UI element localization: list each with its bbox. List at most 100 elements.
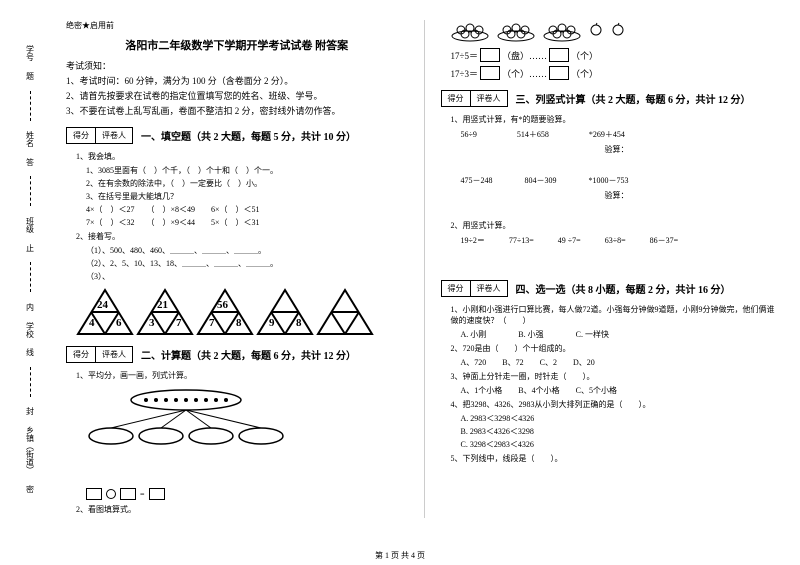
svg-text:7: 7 <box>209 317 215 329</box>
section2-title: 二、计算题（共 2 大题，每题 6 分，共计 12 分） <box>141 347 356 362</box>
score-cell: 得分 <box>442 91 471 106</box>
option-a: A. 2983＜3298＜4326 <box>461 413 783 424</box>
section4-title: 四、选一选（共 8 小题，每题 2 分，共计 16 分） <box>516 281 731 296</box>
equation-row: 17÷3＝ （个）…… （个） <box>451 66 783 80</box>
triangle-icon: 9 8 <box>256 288 314 336</box>
score-cell: 得分 <box>67 128 96 143</box>
binding-column: 学号 题 姓名 答 班级 止 内 学校 线 封 乡镇（街道） 密 <box>10 20 50 518</box>
eq-unit: （盘）…… <box>502 49 547 62</box>
score-box: 得分 评卷人 <box>66 346 133 363</box>
answer-box <box>549 48 569 62</box>
calc-row: 475－248 804－309 *1000－753 <box>461 175 783 186</box>
triangle-icon: 7 8 56 <box>196 288 254 336</box>
question: 2、看图填算式。 <box>76 504 408 515</box>
binding-line <box>30 262 31 292</box>
calc-row: 56÷9 514＋658 *269＋454 <box>461 129 783 140</box>
options: A. 小刚 B. 小强 C. 一样快 <box>461 329 783 340</box>
triangle-icon: 4 6 24 <box>76 288 134 336</box>
reviewer-cell: 评卷人 <box>471 91 507 106</box>
answer-box <box>149 488 165 500</box>
binding-char: 线 <box>25 348 36 356</box>
svg-text:21: 21 <box>157 299 168 311</box>
equation-row: 17÷5＝ （盘）…… （个） <box>451 48 783 62</box>
binding-label: 乡镇（街道） <box>25 426 36 474</box>
apple-icon <box>611 22 625 36</box>
plate-icon <box>497 22 535 42</box>
binding-label: 姓名 <box>25 131 36 147</box>
calc-check: 验算： <box>461 190 783 201</box>
score-cell: 得分 <box>67 347 96 362</box>
eq-unit: （个） <box>571 49 598 62</box>
plates-diagram <box>451 22 783 42</box>
question: 5、下列线中，线段是（ ）。 <box>451 453 783 464</box>
page-footer: 第 1 页 共 4 页 <box>0 550 800 561</box>
svg-text:56: 56 <box>217 299 229 311</box>
binding-label: 学号 <box>25 45 36 61</box>
svg-text:24: 24 <box>97 299 109 311</box>
triangle-row: 4 6 24 3 7 21 7 8 56 9 8 <box>76 288 408 336</box>
svg-text:8: 8 <box>296 317 302 329</box>
binding-char: 止 <box>25 244 36 252</box>
binding-char: 封 <box>25 407 36 415</box>
question: 1、用竖式计算，有*的题要验算。 <box>451 114 783 125</box>
subquestion: 7×（ ）＜32 （ ）×9＜44 5×（ ）＜31 <box>86 217 408 228</box>
question: 3、钟面上分针走一圈，时针走（ ）。 <box>451 371 783 382</box>
answer-box <box>480 48 500 62</box>
score-box: 得分 评卷人 <box>66 127 133 144</box>
question: 2、720是由（ ）个十组成的。 <box>451 343 783 354</box>
reviewer-cell: 评卷人 <box>471 281 507 296</box>
binding-char: 题 <box>25 72 36 80</box>
equation-boxes: = <box>86 488 408 500</box>
option-b: B. 2983＜4326＜3298 <box>461 426 783 437</box>
svg-text:3: 3 <box>149 317 155 329</box>
eq-unit: （个）…… <box>502 67 547 80</box>
binding-char: 内 <box>25 303 36 311</box>
calc-row: 19÷2＝ 77÷13= 49 ÷7= 63÷8= 86－37= <box>461 235 783 246</box>
svg-text:7: 7 <box>176 317 182 329</box>
score-box: 得分 评卷人 <box>441 90 508 107</box>
subquestion: 1、3085里面有（ ）个千，（ ）个十和（ ）个一。 <box>86 165 408 176</box>
subquestion: 3、在括号里最大能填几？ <box>86 191 408 202</box>
notice-title: 考试须知： <box>66 59 408 72</box>
binding-line <box>30 176 31 206</box>
secret-label: 绝密★启用前 <box>66 20 408 31</box>
option-c: C. 3298＜2983＜4326 <box>461 439 783 450</box>
subquestion: （3）、 <box>86 271 408 282</box>
section3-title: 三、列竖式计算（共 2 大题，每题 6 分，共计 12 分） <box>516 91 751 106</box>
svg-text:4: 4 <box>89 317 95 329</box>
answer-box <box>549 66 569 80</box>
svg-text:8: 8 <box>236 317 242 329</box>
question: 4、把3298、4326、2983从小到大排列正确的是（ ）。 <box>451 399 783 410</box>
answer-box <box>120 488 136 500</box>
options: A、720 B、72 C、2 D、20 <box>461 357 783 368</box>
reviewer-cell: 评卷人 <box>96 128 132 143</box>
options: A、1个小格 B、4个小格 C、5个小格 <box>461 385 783 396</box>
notice-item: 3、不要在试卷上乱写乱画，卷面不整洁扣 2 分，密封线外请勿作答。 <box>66 104 408 117</box>
score-cell: 得分 <box>442 281 471 296</box>
subquestion: （2）、2、5、10、13、18、＿＿＿、＿＿＿、＿＿＿。 <box>86 258 408 269</box>
exam-title: 洛阳市二年级数学下学期开学考试试卷 附答案 <box>66 37 408 53</box>
eq-text: 17÷3＝ <box>451 67 478 80</box>
binding-label: 班级 <box>25 217 36 233</box>
apple-icon <box>589 22 603 36</box>
question: 2、接着写。 <box>76 231 408 242</box>
binding-line <box>30 367 31 397</box>
svg-text:9: 9 <box>269 317 275 329</box>
operator-circle <box>106 489 116 499</box>
question: 1、我会填。 <box>76 151 408 162</box>
answer-box <box>86 488 102 500</box>
binding-char: 密 <box>25 485 36 493</box>
question: 2、用竖式计算。 <box>451 220 783 231</box>
subquestion: 2、在有余数的除法中，（ ）一定要比（ ）小。 <box>86 178 408 189</box>
binding-label: 学校 <box>25 322 36 338</box>
eq-text: 17÷5＝ <box>451 49 478 62</box>
plate-icon <box>451 22 489 42</box>
tree-diagram-icon <box>76 388 296 478</box>
triangle-icon <box>316 288 374 336</box>
binding-char: 答 <box>25 158 36 166</box>
answer-box <box>480 66 500 80</box>
question: 1、平均分，画一画，列式计算。 <box>76 370 408 381</box>
reviewer-cell: 评卷人 <box>96 347 132 362</box>
plate-icon <box>543 22 581 42</box>
subquestion: 4×（ ）＜27 （ ）×8＜49 6×（ ）＜51 <box>86 204 408 215</box>
